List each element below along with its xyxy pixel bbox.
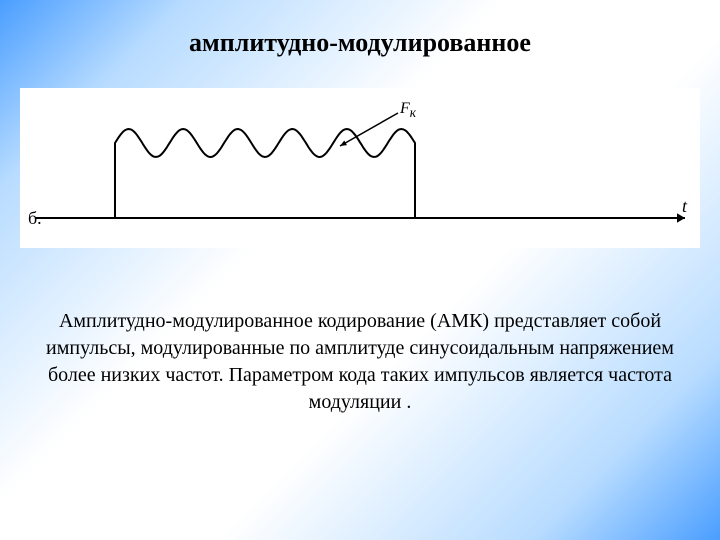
description-text: Амплитудно-модулированное кодирование (А…	[0, 308, 720, 416]
waveform-diagram: б. t Fк	[20, 88, 700, 248]
diagram-svg	[20, 88, 700, 248]
frequency-pointer-label: Fк	[400, 100, 416, 121]
page-title: амплитудно-модулированное	[0, 0, 720, 58]
panel-label: б.	[28, 208, 42, 229]
time-axis-label: t	[682, 196, 687, 217]
